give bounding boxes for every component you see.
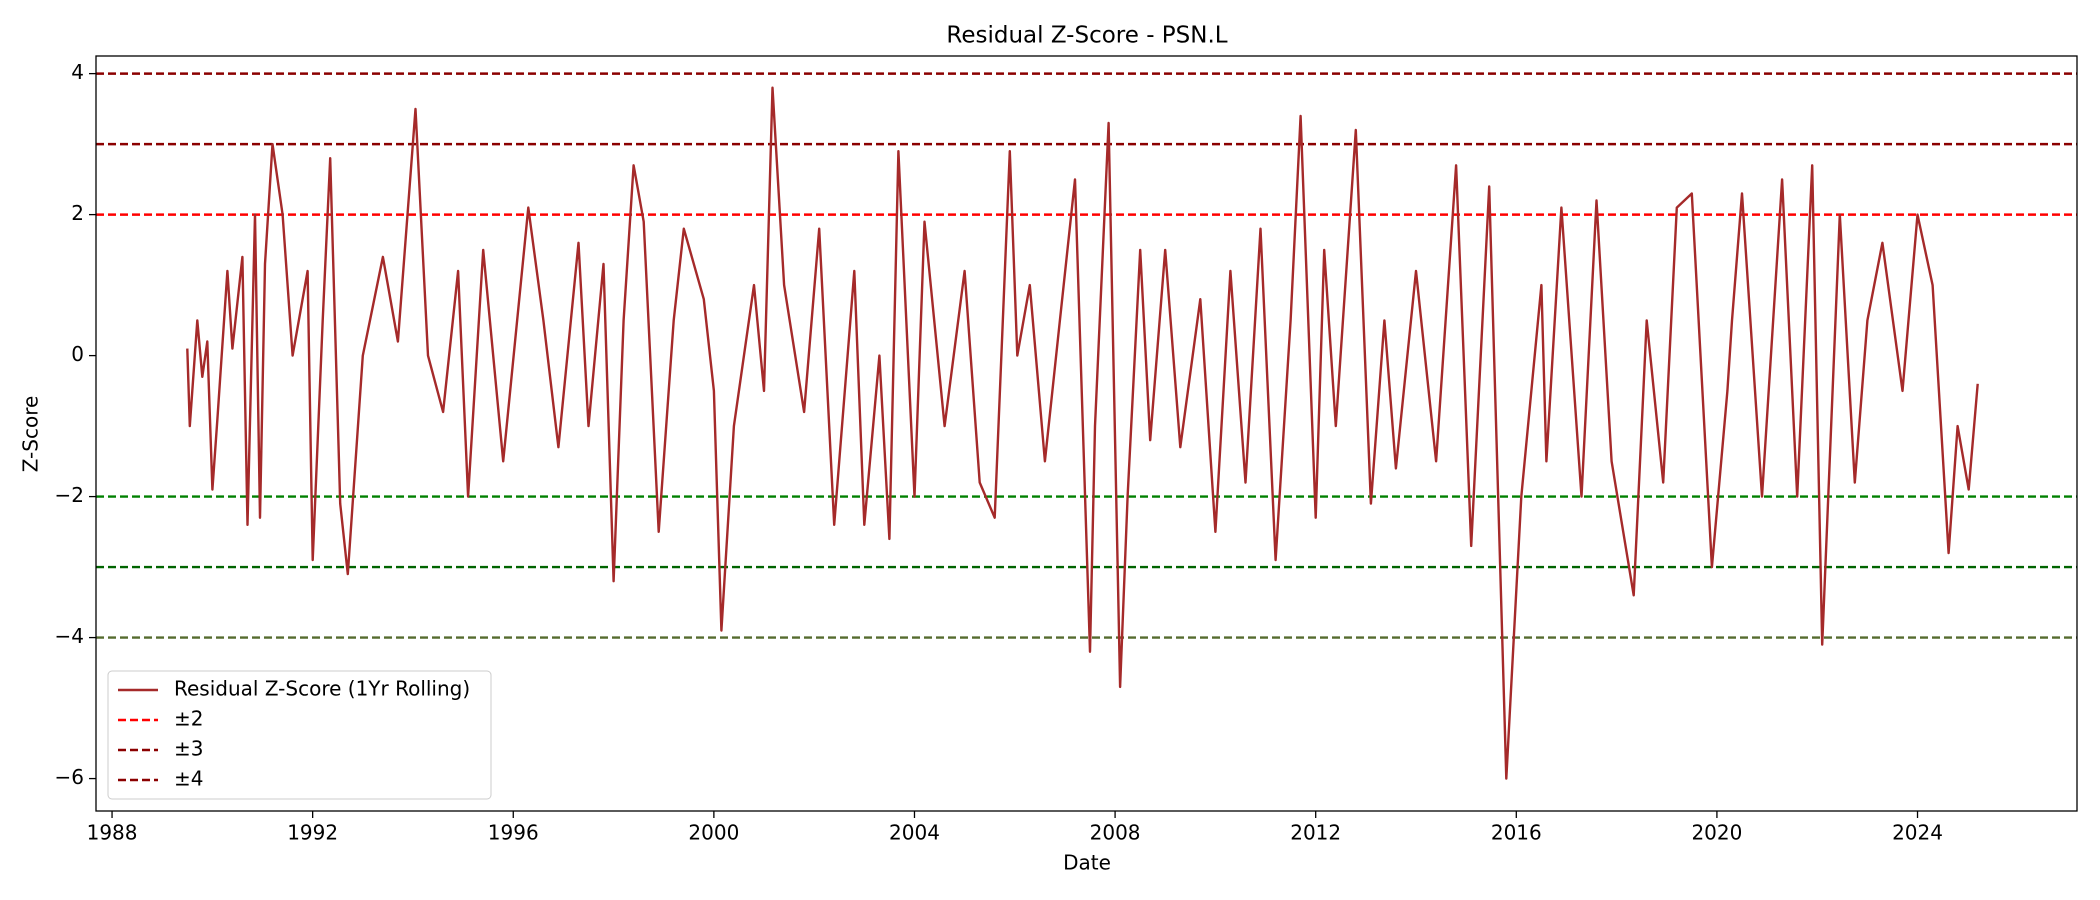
x-tick-label: 1992 [287, 821, 338, 845]
y-tick-label: 2 [71, 201, 84, 225]
x-tick-label: 2012 [1290, 821, 1341, 845]
legend-box [107, 670, 492, 800]
legend-label: ±3 [174, 737, 203, 761]
y-tick-label: 4 [71, 60, 84, 84]
data-line [186, 86, 1979, 780]
x-tick-label: 1988 [87, 821, 138, 845]
legend: Residual Z-Score (1Yr Rolling) ±2 ±3 ±4 [107, 670, 492, 800]
x-tick-label: 2004 [889, 821, 940, 845]
plot-frame [95, 55, 2078, 812]
x-tick-label: 2008 [1090, 821, 1141, 845]
chart-title: Residual Z-Score - PSN.L [946, 23, 1227, 49]
x-tick-label: 2024 [1892, 821, 1943, 845]
y-tick-label: −2 [55, 483, 84, 507]
y-tick-label: −6 [55, 765, 84, 789]
x-tick-label: 2000 [688, 821, 739, 845]
x-tick-label: 1996 [488, 821, 539, 845]
legend-label: ±4 [174, 767, 203, 791]
legend-label: ±2 [174, 707, 203, 731]
y-axis-label: Z-Score [19, 396, 43, 473]
x-tick-label: 2016 [1491, 821, 1542, 845]
y-tick-label: 0 [71, 342, 84, 366]
x-axis-label: Date [1063, 851, 1111, 875]
y-tick-label: −4 [55, 624, 84, 648]
legend-label: Residual Z-Score (1Yr Rolling) [174, 677, 470, 701]
x-tick-label: 2020 [1691, 821, 1742, 845]
